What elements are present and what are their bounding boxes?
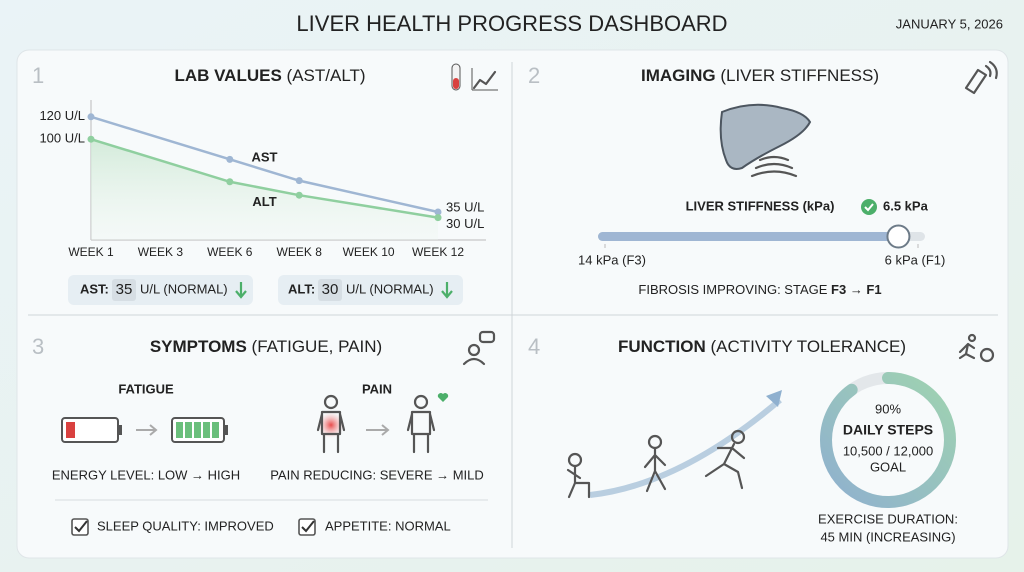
note-stage: F3 → F1 xyxy=(831,282,882,297)
exercise: 45 MIN (INCREASING) xyxy=(820,529,955,544)
subtitle: (AST/ALT) xyxy=(287,66,366,85)
fatigue-caption: ENERGY LEVEL: LOW → HIGH xyxy=(52,467,240,482)
point xyxy=(434,208,442,216)
series-label: ALT xyxy=(252,194,276,209)
ring-progress xyxy=(820,372,956,508)
battery-full xyxy=(171,417,228,443)
value-box xyxy=(318,279,342,301)
fatigue-label: FATIGUE xyxy=(118,381,174,396)
note: FIBROSIS IMPROVING: STAGE F3 → F1 xyxy=(638,282,881,297)
badge-name: ALT: xyxy=(288,281,315,296)
pain-label: PAIN xyxy=(362,381,392,396)
x-tick-label: WEEK 10 xyxy=(343,245,395,259)
point xyxy=(295,177,303,185)
title: SYMPTOMS xyxy=(150,337,247,356)
chat-icon xyxy=(462,330,496,366)
badge: ALT: 30 U/L (NORMAL) xyxy=(278,275,463,305)
badge-value: 35 xyxy=(116,281,133,298)
title: FUNCTION xyxy=(618,337,706,356)
pain-caption: PAIN REDUCING: SEVERE → MILD xyxy=(270,467,484,482)
point xyxy=(87,113,95,121)
ring-goal: GOAL xyxy=(870,459,906,474)
x-tick-label: WEEK 1 xyxy=(68,245,114,259)
liver-icon xyxy=(719,103,812,178)
badge-unit: U/L (NORMAL) xyxy=(140,281,228,296)
slider-fill xyxy=(598,232,899,241)
panel-number: 1 xyxy=(32,63,44,88)
scale-label: 14 kPa (F3) xyxy=(578,252,646,267)
value-box xyxy=(112,279,136,301)
line xyxy=(90,138,439,219)
scale-label: 6 kPa (F1) xyxy=(885,252,946,267)
panel-number: 3 xyxy=(32,334,44,359)
arrow xyxy=(136,424,158,436)
badge-name: AST: xyxy=(80,281,109,296)
checkbox xyxy=(298,518,316,536)
ultrasound-icon xyxy=(964,60,998,95)
person-pain xyxy=(316,394,346,454)
date: JANUARY 5, 2026 xyxy=(896,16,1003,31)
current-value: 6.5 kPa xyxy=(883,198,929,213)
lab-icon xyxy=(451,63,498,91)
slider-knob xyxy=(886,224,911,249)
check-item: SLEEP QUALITY: IMPROVED xyxy=(97,518,274,533)
line xyxy=(90,115,439,214)
person-well xyxy=(406,393,449,454)
badge-unit: U/L (NORMAL) xyxy=(346,281,434,296)
check-mark xyxy=(864,203,874,212)
check-icon xyxy=(861,199,877,215)
point xyxy=(87,135,95,143)
check-item: APPETITE: NORMAL xyxy=(325,518,451,533)
panel-title: IMAGING (LIVER STIFFNESS) xyxy=(641,66,879,85)
check-mark xyxy=(74,520,88,533)
ring-label: 90% xyxy=(875,401,901,416)
series-label: AST xyxy=(252,149,278,164)
x-tick-label: WEEK 12 xyxy=(412,245,464,259)
value-label: 35 U/L xyxy=(446,199,484,214)
badge-value: 30 xyxy=(322,281,339,298)
ring-title: DAILY STEPS xyxy=(843,422,933,438)
badge: AST: 35 U/L (NORMAL) xyxy=(68,275,253,305)
point xyxy=(226,178,234,186)
battery-low xyxy=(61,417,122,443)
x-tick-label: WEEK 8 xyxy=(277,245,323,259)
point xyxy=(434,214,442,222)
point xyxy=(226,155,234,163)
subtitle: (ACTIVITY TOLERANCE) xyxy=(711,337,907,356)
panel-title: FUNCTION (ACTIVITY TOLERANCE) xyxy=(618,337,906,356)
note-text: FIBROSIS IMPROVING: STAGE xyxy=(638,282,827,297)
subtitle: (LIVER STIFFNESS) xyxy=(720,66,879,85)
value-label: 120 U/L xyxy=(39,108,85,123)
checkbox xyxy=(71,518,89,536)
subtitle: (FATIGUE, PAIN) xyxy=(252,337,383,356)
page-title: LIVER HEALTH PROGRESS DASHBOARD xyxy=(296,11,727,36)
panel-number: 2 xyxy=(528,63,540,88)
measure-label: LIVER STIFFNESS (kPa) xyxy=(686,198,835,213)
check-mark xyxy=(301,520,315,533)
panel-number: 4 xyxy=(528,334,540,359)
title: LAB VALUES xyxy=(174,66,281,85)
point xyxy=(295,191,303,199)
value-label: 100 U/L xyxy=(39,131,85,146)
down-arrow xyxy=(235,282,247,299)
x-tick-label: WEEK 3 xyxy=(138,245,184,259)
down-arrow xyxy=(441,282,453,299)
value-label: 30 U/L xyxy=(446,216,484,231)
x-tick-label: WEEK 6 xyxy=(207,245,253,259)
run-icon xyxy=(958,333,995,363)
title: IMAGING xyxy=(641,66,716,85)
panel-title: LAB VALUES (AST/ALT) xyxy=(174,66,365,85)
arrow xyxy=(366,424,390,436)
ring-steps: 10,500 / 12,000 xyxy=(843,443,933,458)
exercise: EXERCISE DURATION: xyxy=(818,511,958,526)
activity-figures xyxy=(566,390,782,499)
panel-title: SYMPTOMS (FATIGUE, PAIN) xyxy=(150,337,382,356)
